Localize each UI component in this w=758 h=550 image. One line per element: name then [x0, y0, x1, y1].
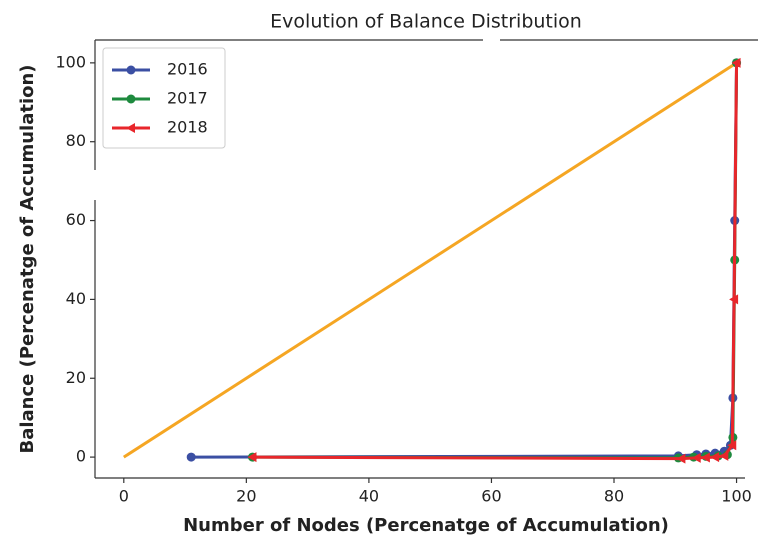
y-tick-label: 100: [55, 52, 86, 71]
marker: [727, 440, 737, 451]
marker: [676, 453, 686, 464]
legend-label: 2017: [167, 89, 208, 108]
x-tick-label: 40: [359, 487, 379, 506]
marker: [729, 294, 739, 305]
y-tick-label: 60: [66, 210, 86, 229]
marker: [700, 452, 710, 463]
x-tick-label: 20: [236, 487, 256, 506]
marker: [710, 452, 720, 463]
marker: [186, 452, 196, 462]
x-tick-label: 80: [604, 487, 624, 506]
y-tick-label: 20: [66, 368, 86, 387]
series-line: [191, 62, 739, 459]
y-tick-label: 0: [76, 447, 86, 466]
reference-line: [122, 61, 738, 459]
legend-label: 2016: [167, 60, 208, 79]
series-line: [252, 62, 739, 460]
legend-label: 2018: [167, 118, 208, 137]
marker: [126, 65, 136, 75]
marker: [126, 123, 135, 133]
y-tick-label: 40: [66, 289, 86, 308]
y-tick-label: 80: [66, 131, 86, 150]
marker: [126, 94, 136, 104]
x-tick-label: 0: [119, 487, 129, 506]
marker: [247, 452, 257, 463]
x-tick-label: 100: [721, 487, 752, 506]
marker: [731, 57, 741, 68]
chart-title: Evolution of Balance Distribution: [270, 11, 582, 33]
marker: [719, 450, 729, 461]
x-tick-label: 60: [481, 487, 501, 506]
series-line: [252, 62, 739, 461]
y-axis-label: Balance (Percenatge of Accumulation): [17, 64, 38, 453]
marker: [691, 452, 701, 463]
x-axis-label: Number of Nodes (Percenatge of Accumulat…: [183, 515, 669, 536]
